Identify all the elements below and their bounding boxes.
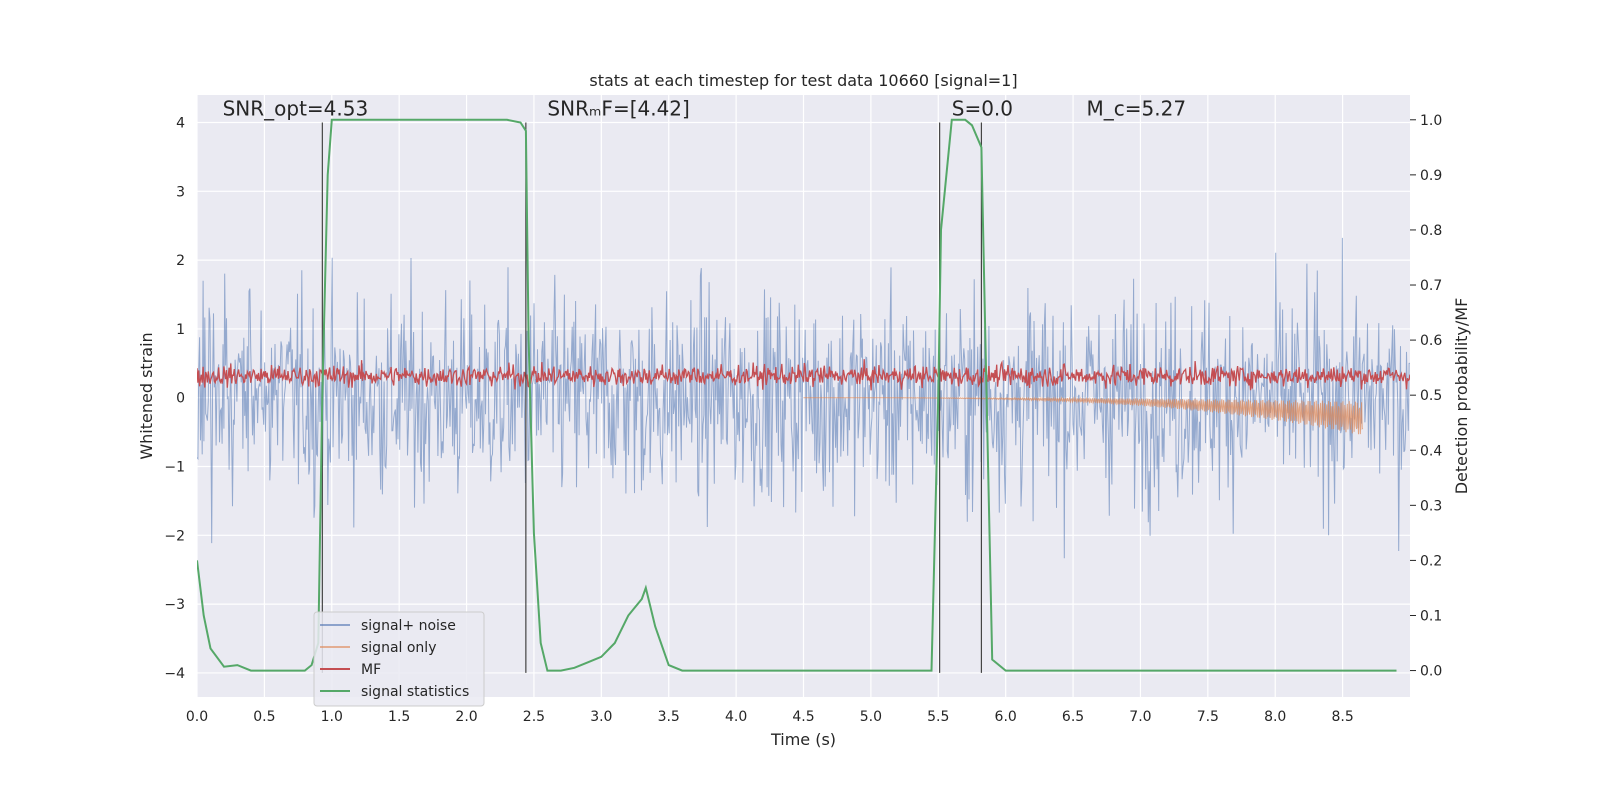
x-axis-label: Time (s): [770, 730, 836, 749]
legend-box: [313, 611, 485, 707]
x-tick-label: 1.5: [388, 709, 410, 725]
x-tick-label: 5.5: [927, 709, 949, 725]
y2-ticks: 0.0 0.1 0.2 0.3 0.4 0.5 0.6 0.7 0.8 0.9 1.0: [1410, 113, 1442, 680]
y-tick-label: −3: [164, 597, 185, 613]
y2-tick-label: 0.8: [1420, 223, 1442, 239]
y2-tick-label: 0.3: [1420, 498, 1442, 514]
annotation-text: SNRₘF=[4.42]: [547, 97, 689, 121]
y2-tick-label: 0.4: [1420, 443, 1442, 459]
x-tick-label: 0.0: [186, 709, 208, 725]
x-tick-label: 7.5: [1197, 709, 1219, 725]
y2-tick-label: 0.2: [1420, 553, 1442, 569]
legend-label: signal only: [361, 640, 436, 656]
x-tick-label: 0.5: [253, 709, 275, 725]
y-ticks: −4 −3 −2 −1 0 1 2 3 4: [164, 116, 185, 682]
y2-tick-label: 0.1: [1420, 608, 1442, 624]
x-tick-label: 3.5: [658, 709, 680, 725]
y2-tick-label: 0.0: [1420, 664, 1442, 680]
data-layer: [197, 118, 1410, 673]
legend-label: signal statistics: [361, 684, 469, 700]
x-tick-label: 8.5: [1331, 709, 1353, 725]
signal-statistics-line: [197, 118, 1397, 672]
x-tick-label: 6.0: [995, 709, 1017, 725]
chart-title: stats at each timestep for test data 106…: [589, 71, 1017, 90]
y-tick-label: 4: [176, 116, 185, 132]
y-tick-label: −4: [164, 666, 185, 682]
legend: signal+ noise signal only MF signal statist…: [313, 611, 485, 707]
x-tick-label: 1.0: [321, 709, 343, 725]
y-tick-label: 3: [176, 184, 185, 200]
legend-label: MF: [361, 662, 381, 678]
y2-tick-label: 0.6: [1420, 333, 1442, 349]
y-tick-label: −1: [164, 460, 185, 476]
x-tick-label: 2.0: [455, 709, 477, 725]
x-tick-label: 4.0: [725, 709, 747, 725]
annotation-text: M_c=5.27: [1087, 97, 1187, 121]
x-tick-label: 8.0: [1264, 709, 1286, 725]
y2-axis-label: Detection probability/MF: [1452, 298, 1471, 495]
signal-noise-line: [197, 237, 1410, 559]
x-ticks: 0.0 0.5 1.0 1.5 2.0 2.5 3.0 3.5 4.0 4.5 5.0 5.5 6.0 6…: [186, 709, 1354, 725]
annotation-text: S=0.0: [952, 97, 1013, 121]
x-tick-label: 4.5: [792, 709, 814, 725]
y2-tick-label: 0.7: [1420, 278, 1442, 294]
annotation-text: SNR_opt=4.53: [223, 97, 369, 121]
y2-tick-label: 1.0: [1420, 113, 1442, 129]
y-tick-label: 0: [176, 391, 185, 407]
x-tick-label: 7.0: [1129, 709, 1151, 725]
x-tick-label: 6.5: [1062, 709, 1084, 725]
y-tick-label: −2: [164, 528, 185, 544]
y2-tick-label: 0.9: [1420, 168, 1442, 184]
y-axis-label: Whitened strain: [137, 332, 156, 459]
signal-only-line: [803, 396, 1364, 435]
legend-label: signal+ noise: [361, 618, 456, 634]
x-tick-label: 3.0: [590, 709, 612, 725]
x-tick-label: 2.5: [523, 709, 545, 725]
y-tick-label: 1: [176, 322, 185, 338]
mf-line: [197, 359, 1410, 391]
y-tick-label: 2: [176, 253, 185, 269]
annotations: SNR_opt=4.53 SNRₘF=[4.42] S=0.0 M_c=5.27: [223, 97, 1186, 121]
x-tick-label: 5.0: [860, 709, 882, 725]
y2-tick-label: 0.5: [1420, 388, 1442, 404]
